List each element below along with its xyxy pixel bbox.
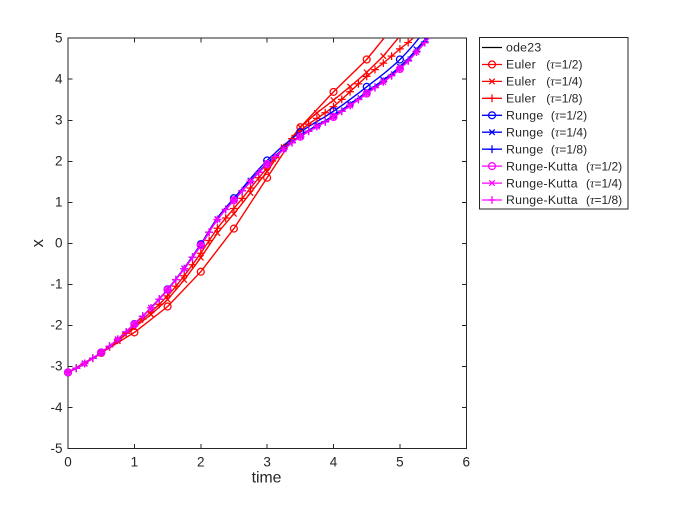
svg-text:(τ=1/2): (τ=1/2) — [546, 58, 582, 72]
svg-text:2: 2 — [55, 154, 63, 169]
svg-text:4: 4 — [55, 72, 63, 87]
svg-text:(τ=1/4): (τ=1/4) — [586, 176, 622, 190]
svg-text:1: 1 — [131, 455, 139, 470]
svg-text:1: 1 — [55, 195, 63, 210]
svg-text:-1: -1 — [50, 277, 62, 292]
svg-text:Euler: Euler — [506, 92, 536, 106]
svg-text:Runge-Kutta: Runge-Kutta — [506, 176, 578, 190]
svg-text:2: 2 — [197, 455, 205, 470]
svg-text:x: x — [29, 238, 47, 247]
svg-text:5: 5 — [396, 455, 404, 470]
svg-text:Euler: Euler — [506, 75, 536, 89]
svg-text:6: 6 — [463, 455, 471, 470]
svg-text:4: 4 — [330, 455, 338, 470]
svg-text:(τ=1/8): (τ=1/8) — [586, 193, 622, 207]
svg-text:(τ=1/4): (τ=1/4) — [551, 125, 587, 139]
svg-text:5: 5 — [55, 31, 63, 46]
svg-text:time: time — [252, 469, 282, 486]
svg-text:(τ=1/2): (τ=1/2) — [586, 159, 622, 173]
svg-text:-4: -4 — [50, 400, 62, 415]
svg-text:Runge: Runge — [506, 109, 544, 123]
svg-text:0: 0 — [55, 236, 63, 251]
svg-text:0: 0 — [64, 455, 72, 470]
svg-text:Runge: Runge — [506, 142, 544, 156]
svg-text:-2: -2 — [50, 318, 62, 333]
svg-text:Runge-Kutta: Runge-Kutta — [506, 159, 578, 173]
svg-text:-3: -3 — [50, 359, 62, 374]
svg-text:Runge: Runge — [506, 125, 544, 139]
svg-text:(τ=1/8): (τ=1/8) — [551, 142, 587, 156]
svg-text:(τ=1/4): (τ=1/4) — [546, 75, 582, 89]
svg-text:3: 3 — [55, 113, 63, 128]
svg-text:3: 3 — [263, 455, 271, 470]
svg-text:-5: -5 — [50, 441, 62, 456]
svg-text:Euler: Euler — [506, 58, 536, 72]
svg-text:(τ=1/2): (τ=1/2) — [551, 109, 587, 123]
svg-text:ode23: ode23 — [506, 41, 541, 55]
svg-text:Runge-Kutta: Runge-Kutta — [506, 193, 578, 207]
svg-text:(τ=1/8): (τ=1/8) — [546, 92, 582, 106]
